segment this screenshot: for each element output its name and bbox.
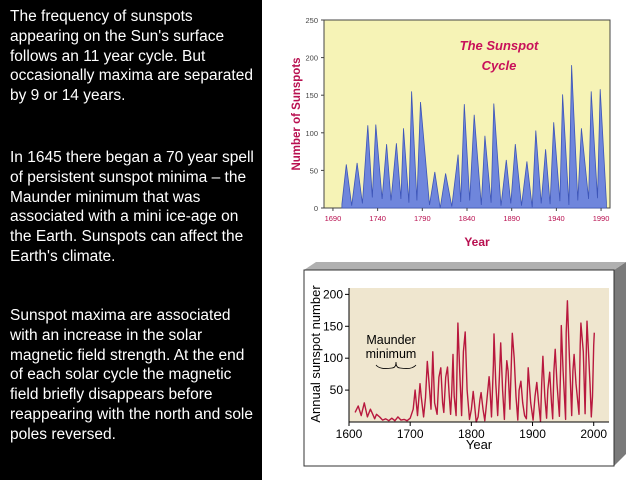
chart2-annotation-line1: Maunder [366, 333, 415, 347]
chart1-title-line1: The Sunspot [460, 38, 539, 53]
chart2-frame-shadow-right [614, 262, 626, 466]
chart1-x-tick-label: 1940 [548, 214, 565, 223]
chart1-y-axis-label: Number of Sunspots [291, 57, 303, 170]
chart2-x-tick-label: 1700 [397, 427, 424, 441]
chart1-y-tick-label: 50 [310, 166, 318, 175]
chart2-frame-shadow-top [304, 262, 626, 270]
paragraph-maunder-minimum: In 1645 there began a 70 year spell of p… [10, 149, 254, 265]
chart2-x-tick-label: 2000 [580, 427, 607, 441]
chart1-x-tick-label: 1740 [369, 214, 386, 223]
chart2-x-tick-label: 1800 [458, 427, 485, 441]
paragraph-magnetic-field: Sunspot maxima are associated with an in… [10, 307, 253, 443]
chart1-y-tick-label: 150 [305, 91, 318, 100]
chart2-y-tick-label: 150 [323, 319, 343, 333]
chart2-y-tick-label: 50 [330, 383, 344, 397]
chart1-x-tick-label: 1790 [414, 214, 431, 223]
chart2-annotation-line2: minimum [366, 347, 417, 361]
chart1-x-axis-label: Year [464, 235, 490, 249]
paragraph-sunspot-frequency: The frequency of sunspots appearing on t… [10, 8, 253, 105]
chart2-x-tick-label: 1900 [519, 427, 546, 441]
chart1-title-line2: Cycle [482, 58, 517, 73]
chart1-x-tick-label: 1690 [325, 214, 342, 223]
chart1-y-tick-label: 100 [305, 129, 318, 138]
chart1-x-tick-label: 1890 [503, 214, 520, 223]
chart1-y-tick-label: 200 [305, 54, 318, 63]
chart2-x-tick-label: 1600 [336, 427, 363, 441]
chart2-y-axis-label: Annual sunspot number [308, 285, 323, 423]
text-panel: The frequency of sunspots appearing on t… [0, 0, 262, 480]
chart1-y-tick-label: 0 [314, 204, 318, 213]
chart1-x-tick-label: 1840 [459, 214, 476, 223]
chart2-y-tick-label: 200 [323, 287, 343, 301]
sunspot-cycle-area [341, 65, 607, 209]
chart2-x-axis-label: Year [466, 437, 493, 452]
chart2-annotation-bracket [375, 361, 417, 369]
chart2-y-tick-label: 100 [323, 351, 343, 365]
chart1-y-tick-label: 250 [305, 16, 318, 25]
annual-sunspot-line [354, 300, 595, 423]
chart1-x-tick-label: 1990 [593, 214, 610, 223]
sunspot-cycle-chart: 1690 1740 1790 1840 1890 1940 1990 0 50 100 150 200… [291, 16, 611, 249]
